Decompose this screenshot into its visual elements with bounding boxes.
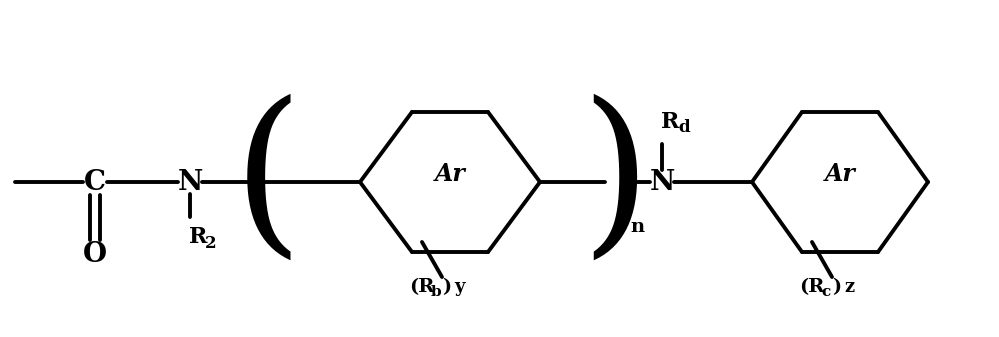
Text: ): ) (832, 278, 841, 296)
Text: d: d (678, 120, 690, 136)
Text: c: c (821, 285, 830, 299)
Text: ): ) (443, 278, 452, 296)
Text: Ar: Ar (435, 162, 466, 186)
Text: O: O (83, 242, 107, 269)
Text: Ar: Ar (824, 162, 855, 186)
Text: N: N (177, 168, 203, 195)
Text: R: R (189, 226, 207, 248)
Text: z: z (844, 278, 854, 296)
Text: N: N (649, 168, 674, 195)
Text: (R: (R (799, 278, 825, 296)
Text: C: C (84, 168, 106, 195)
Text: ): ) (579, 94, 650, 270)
Text: b: b (431, 285, 442, 299)
Text: y: y (454, 278, 465, 296)
Text: 2: 2 (205, 235, 217, 251)
Text: R: R (660, 111, 679, 133)
Text: n: n (630, 218, 644, 236)
Text: (R: (R (410, 278, 435, 296)
Text: (: ( (233, 94, 303, 270)
